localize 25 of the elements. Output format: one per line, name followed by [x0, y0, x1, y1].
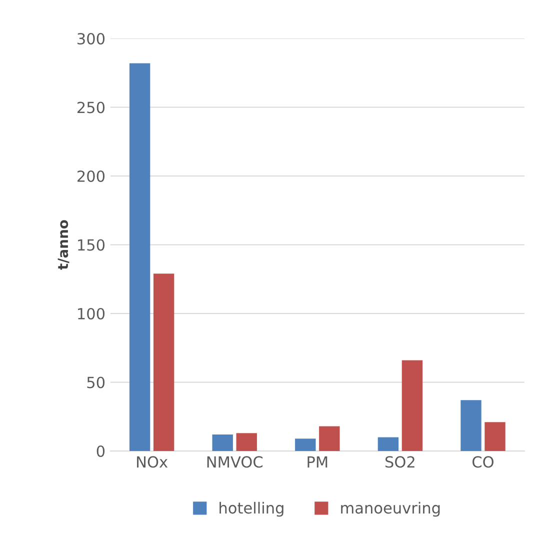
legend-label: manoeuvring [341, 502, 440, 517]
bar [460, 400, 482, 451]
bar [236, 433, 257, 451]
bar [129, 63, 150, 451]
bar [295, 438, 316, 451]
bar [212, 434, 233, 451]
legend-label: hotelling [220, 502, 284, 517]
bar [378, 437, 399, 451]
x-tick-label: CO [472, 456, 494, 468]
x-tick-label: NMVOC [207, 456, 263, 468]
y-tick-label: 0 [96, 445, 105, 458]
y-tick-label: 150 [78, 239, 105, 251]
bar [319, 426, 340, 451]
bar [484, 422, 506, 451]
y-tick-label: 50 [87, 376, 105, 388]
x-tick-label: PM [308, 456, 328, 468]
y-axis-title: t/anno [58, 220, 70, 270]
bar [402, 360, 423, 451]
bar [153, 274, 174, 451]
x-tick-label: NOx [137, 456, 168, 468]
y-tick-label: 200 [77, 170, 105, 182]
y-tick-label: 100 [78, 308, 105, 320]
x-tick-label: SO2 [385, 456, 414, 468]
y-tick-label: 250 [77, 102, 105, 114]
y-tick-label: 300 [78, 32, 105, 45]
